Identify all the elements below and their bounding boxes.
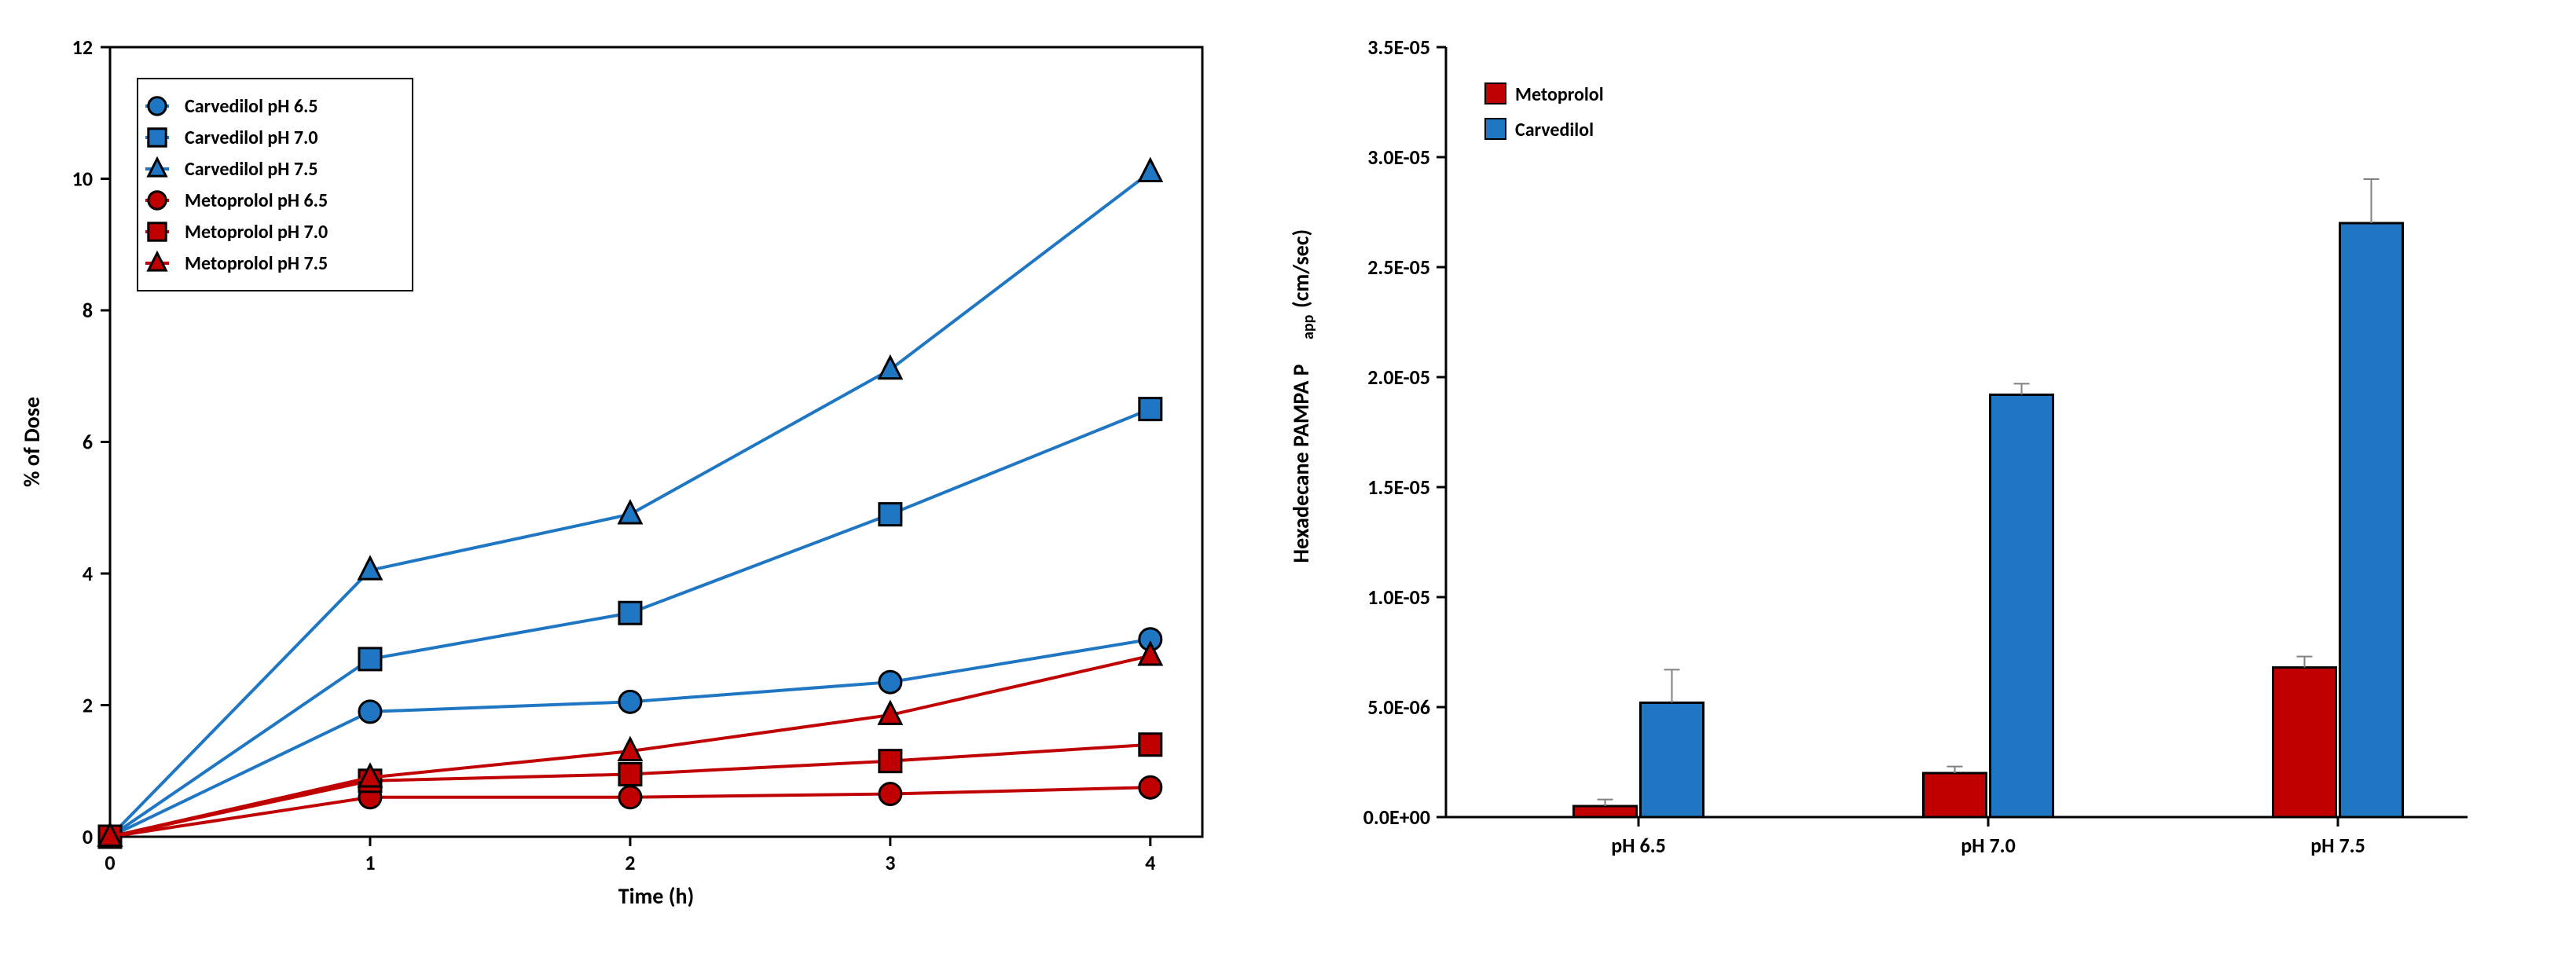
line-legend-label: Metoprolol pH 7.5 (185, 252, 328, 275)
bar-ytick-label: 1.0E-05 (1367, 585, 1430, 610)
bar-legend-label: Metoprolol (1515, 83, 1604, 106)
line-legend-label: Metoprolol pH 6.5 (185, 189, 328, 212)
bar-ytick-label: 3.0E-05 (1367, 145, 1430, 170)
bar-ytick-label: 1.5E-05 (1367, 475, 1430, 500)
bar (1641, 702, 1704, 817)
line-legend-label: Carvedilol pH 6.5 (185, 95, 318, 118)
svg-text:Hexadecane PAMPA P: Hexadecane PAMPA P (1287, 364, 1315, 563)
line-xtick-label: 1 (365, 850, 375, 875)
bar (2273, 668, 2336, 817)
bar-legend-label: Carvedilol (1515, 119, 1594, 141)
line-legend-label: Carvedilol pH 7.0 (185, 126, 318, 149)
line-ylabel: % of Dose (18, 397, 46, 487)
bar-chart-container: 0.0E+00 5.0E-06 1.0E-05 1.5E-05 2.0E-05 2.5E-… (1265, 8, 2507, 911)
line-xtick-label: 2 (625, 850, 635, 875)
bar-ytick-label: 3.5E-05 (1367, 35, 1430, 60)
line-legend-label: Carvedilol pH 7.5 (185, 158, 318, 181)
line-ytick-label: 12 (72, 35, 93, 60)
bar-legend-swatch (1485, 119, 1506, 139)
bar-ytick-label: 0.0E+00 (1363, 805, 1430, 830)
line-xtick-label: 0 (105, 850, 115, 875)
svg-text:(cm/sec): (cm/sec) (1287, 229, 1315, 308)
line-ytick-label: 6 (83, 430, 93, 455)
bar-chart: 0.0E+00 5.0E-06 1.0E-05 1.5E-05 2.0E-05 2.5E-… (1265, 8, 2507, 911)
line-chart: 02468101201234Time (h)% of DoseCarvedilo… (8, 8, 1249, 911)
bar-legend-swatch (1485, 83, 1506, 104)
line-ytick-label: 8 (83, 298, 93, 323)
bar (1574, 806, 1637, 817)
bar-ylabel: Hexadecane PAMPA P app (cm/sec) (1287, 229, 1318, 563)
line-ytick-label: 0 (83, 824, 93, 849)
bar-ytick-label: 5.0E-06 (1367, 695, 1430, 720)
bar-xtick-label: pH 7.5 (2310, 833, 2365, 858)
bar (1991, 394, 2053, 817)
line-ytick-label: 4 (83, 561, 93, 586)
line-xlabel: Time (h) (618, 882, 694, 910)
line-ytick-label: 2 (83, 693, 93, 718)
bar-ytick-label: 2.5E-05 (1367, 255, 1430, 280)
bar-xtick-label: pH 7.0 (1961, 833, 2016, 858)
bar-ytick-label: 2.0E-05 (1367, 365, 1430, 390)
bar-xtick-label: pH 6.5 (1611, 833, 1666, 858)
bar (2340, 223, 2403, 817)
svg-text:app: app (1299, 314, 1318, 339)
line-ytick-label: 10 (72, 167, 93, 192)
line-xtick-label: 3 (885, 850, 895, 875)
bar (1924, 773, 1987, 817)
line-legend-label: Metoprolol pH 7.0 (185, 221, 328, 244)
line-xtick-label: 4 (1145, 850, 1155, 875)
line-chart-container: 02468101201234Time (h)% of DoseCarvedilo… (8, 8, 1249, 911)
